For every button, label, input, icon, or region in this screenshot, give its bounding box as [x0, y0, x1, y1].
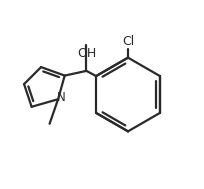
Text: Cl: Cl: [121, 35, 133, 48]
Text: OH: OH: [76, 47, 96, 60]
Text: N: N: [56, 91, 65, 104]
